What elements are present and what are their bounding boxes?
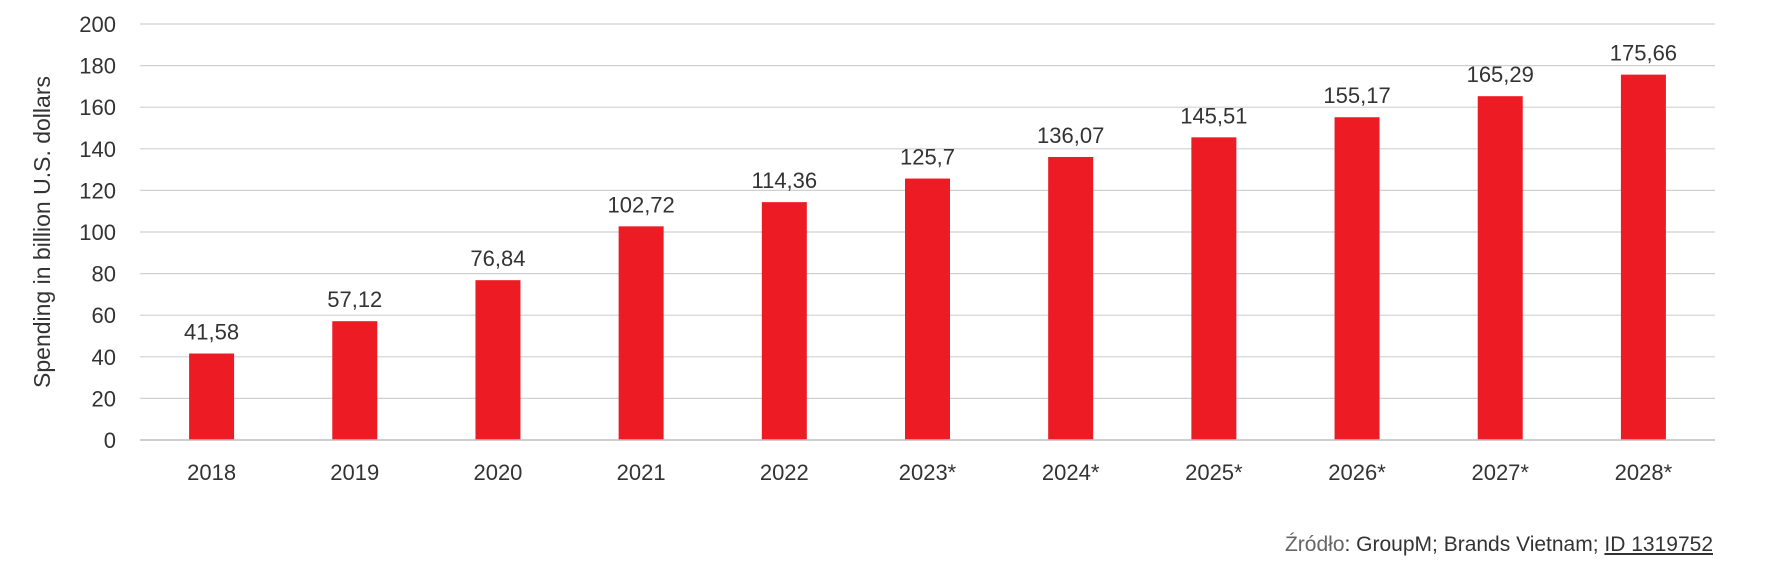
bar <box>1620 74 1666 440</box>
bar <box>1191 137 1237 440</box>
bar <box>189 353 235 440</box>
bar <box>1048 156 1094 440</box>
bar <box>1477 96 1523 440</box>
bars <box>189 74 1666 440</box>
x-axis-ticks: 2018 2019 2020 2021 2022 2023* 2024* 2025* 2026*… <box>187 460 1672 485</box>
x-tick-label: 2028* <box>1615 460 1673 485</box>
x-tick-label: 2018 <box>187 460 236 485</box>
x-tick-label: 2024* <box>1042 460 1100 485</box>
y-tick-label: 40 <box>92 345 116 370</box>
bar <box>1334 117 1380 440</box>
x-tick-label: 2022 <box>760 460 809 485</box>
data-label: 145,51 <box>1180 103 1247 128</box>
x-tick-label: 2025* <box>1185 460 1243 485</box>
x-tick-label: 2019 <box>330 460 379 485</box>
data-label: 175,66 <box>1610 41 1677 66</box>
y-tick-label: 200 <box>79 12 116 37</box>
x-tick-label: 2021 <box>617 460 666 485</box>
data-label: 114,36 <box>751 168 817 193</box>
data-label: 76,84 <box>470 246 525 271</box>
x-tick-label: 2023* <box>899 460 957 485</box>
data-label: 57,12 <box>327 287 382 312</box>
source-id-link[interactable]: ID 1319752 <box>1604 533 1713 556</box>
data-label: 136,07 <box>1037 123 1104 148</box>
source-note: Źródło: GroupM; Brands Vietnam; ID 13197… <box>1285 533 1713 557</box>
y-tick-label: 100 <box>79 220 116 245</box>
y-tick-label: 120 <box>79 178 116 203</box>
bar <box>905 178 950 440</box>
x-tick-label: 2020 <box>473 460 522 485</box>
data-labels: 41,58 57,12 76,84 102,72 114,36 125,7 136,07 14… <box>184 41 1677 345</box>
y-tick-label: 20 <box>92 386 116 411</box>
y-axis-ticks: 0 20 40 60 80 100 120 140 160 180 200 <box>79 12 116 453</box>
source-label: Źródło <box>1284 533 1345 556</box>
data-label: 155,17 <box>1323 83 1390 108</box>
y-tick-label: 160 <box>79 95 116 120</box>
bar <box>475 280 521 440</box>
bar <box>761 202 807 440</box>
y-tick-label: 140 <box>79 137 116 162</box>
x-tick-label: 2027* <box>1471 460 1529 485</box>
data-label: 125,7 <box>900 145 955 170</box>
x-tick-label: 2026* <box>1328 460 1386 485</box>
bar <box>332 321 378 440</box>
data-label: 102,72 <box>607 192 674 217</box>
bar <box>618 226 664 440</box>
data-label: 165,29 <box>1467 62 1534 87</box>
data-label: 41,58 <box>184 320 239 345</box>
source-text: : GroupM; Brands Vietnam; <box>1344 533 1605 556</box>
y-tick-label: 80 <box>92 262 116 287</box>
y-tick-label: 180 <box>79 54 116 79</box>
y-tick-label: 0 <box>104 428 116 453</box>
y-axis-label: Spending in billion U.S. dollars <box>29 76 55 388</box>
y-tick-label: 60 <box>92 303 116 328</box>
